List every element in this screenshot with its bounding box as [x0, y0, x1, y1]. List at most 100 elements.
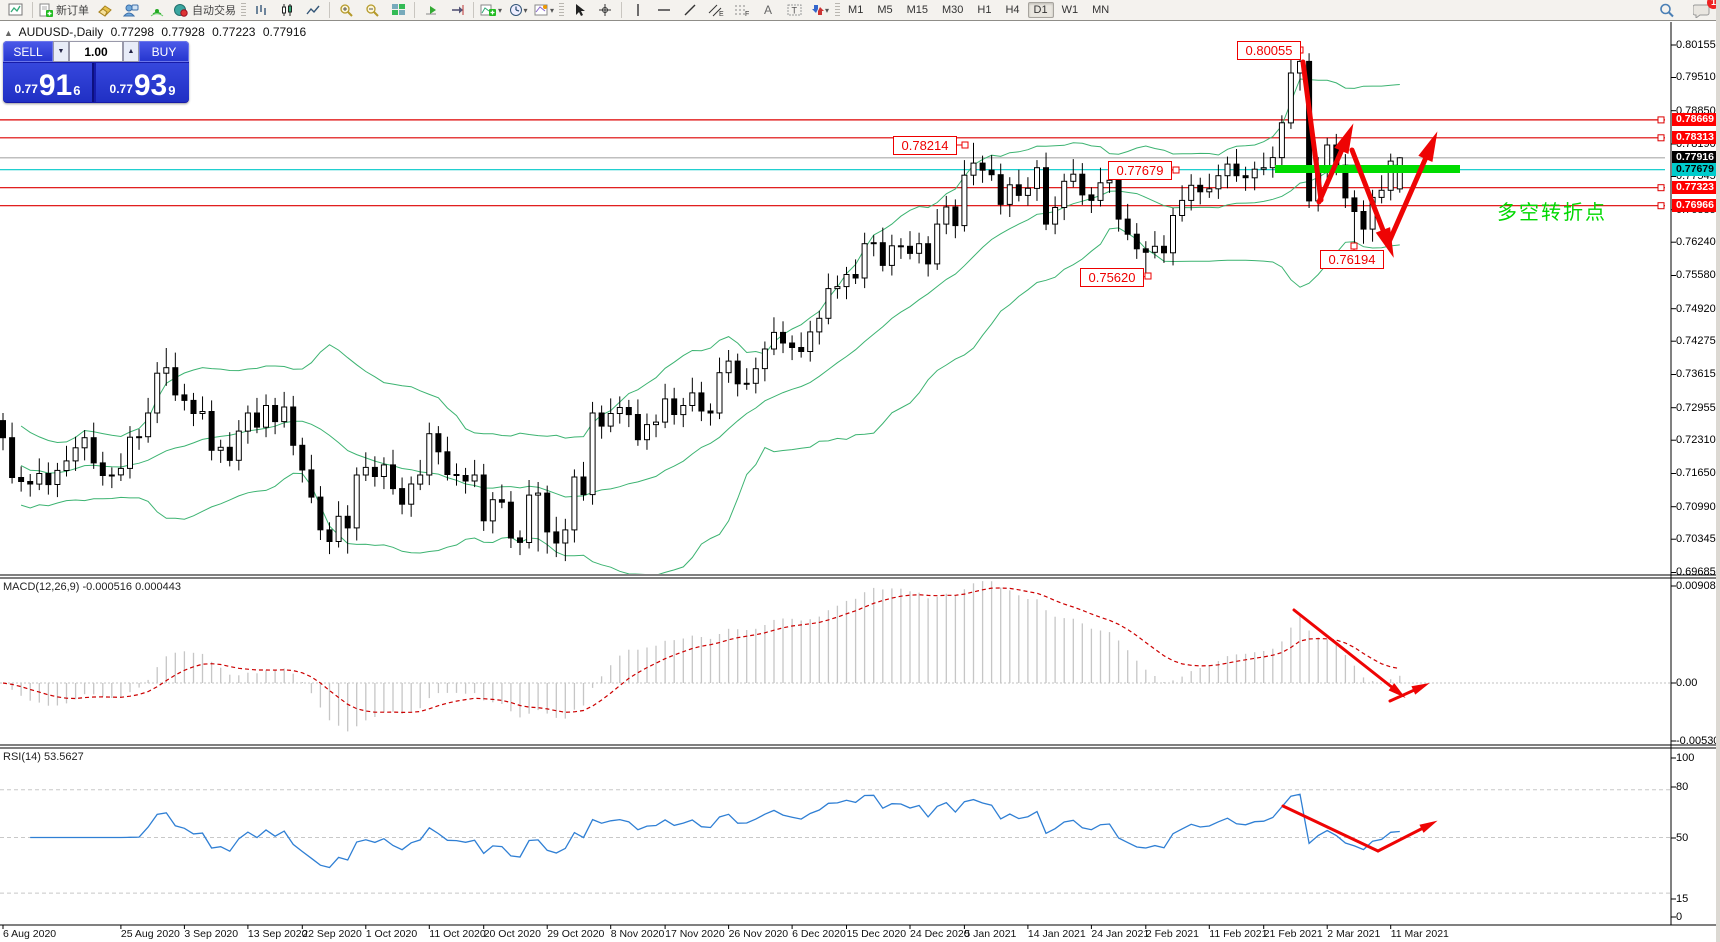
price-callout-label[interactable]: 0.77679	[1108, 161, 1172, 180]
cursor-tool-icon[interactable]	[566, 0, 592, 20]
time-axis-label: 24 Jan 2021	[1091, 928, 1150, 940]
zoom-out-icon[interactable]	[359, 0, 385, 20]
svg-text:T: T	[791, 6, 797, 16]
quote-open: 0.77298	[110, 25, 155, 39]
vertical-line-tool-icon[interactable]	[625, 0, 651, 20]
price-axis-tick: 0.70345	[1676, 533, 1716, 546]
indicators-menu-button[interactable]: ▾	[477, 0, 505, 20]
time-axis-label: 29 Oct 2020	[547, 928, 605, 940]
time-axis-label: 17 Nov 2020	[665, 928, 725, 940]
quote-close: 0.77916	[262, 25, 307, 39]
quote-high: 0.77928	[161, 25, 205, 39]
price-level-tag: 0.76966	[1672, 199, 1718, 213]
periods-menu-button[interactable]: ▾	[505, 0, 531, 20]
toolbar: 新订单 自动交易	[0, 0, 1720, 21]
rsi-axis-tick: 80	[1676, 781, 1689, 793]
price-level-tag: 0.78313	[1672, 131, 1718, 145]
price-axis-tick: 0.74275	[1676, 335, 1716, 348]
rsi-indicator-label: RSI(14) 53.5627	[3, 751, 84, 763]
timeframe-d1[interactable]: D1	[1027, 2, 1054, 18]
volume-input[interactable]: 1.00	[69, 41, 123, 62]
time-axis-label: 14 Jan 2021	[1027, 928, 1086, 940]
timeframe-h4[interactable]: H4	[1005, 4, 1020, 16]
sell-price-sup: 6	[73, 83, 81, 98]
one-click-trading-panel: SELL ▼ 1.00 ▲ BUY 0.77 91 6 0.77 93 9	[3, 41, 189, 103]
text-label-tool-icon[interactable]: T	[781, 0, 807, 20]
time-axis-label: 6 Aug 2020	[3, 928, 57, 940]
market-watch-icon[interactable]	[3, 0, 29, 20]
horizontal-line-tool-icon[interactable]	[651, 0, 677, 20]
chart-quote-line: ▲ AUDUSD-,Daily 0.77298 0.77928 0.77223 …	[4, 25, 310, 39]
price-callout-label[interactable]: 0.75620	[1080, 268, 1144, 287]
rsi-axis-tick: 15	[1676, 893, 1689, 905]
price-axis-tick: 0.71650	[1676, 467, 1716, 480]
buy-price-display[interactable]: 0.77 93 9	[96, 63, 189, 102]
timeframe-w1[interactable]: W1	[1061, 4, 1079, 16]
time-axis-label: 25 Aug 2020	[120, 928, 180, 940]
templates-menu-button[interactable]: ▾	[531, 0, 557, 20]
macd-indicator-label: MACD(12,26,9) -0.000516 0.000443	[3, 581, 181, 593]
rsi-axis-tick: 50	[1676, 832, 1689, 844]
zoom-in-icon[interactable]	[333, 0, 359, 20]
macd-axis-tick: 0.009081	[1676, 580, 1720, 592]
bar-chart-mode-icon[interactable]	[248, 0, 274, 20]
buy-price-sup: 9	[168, 83, 176, 98]
buy-price-big: 93	[133, 69, 168, 102]
price-axis-tick: 0.76240	[1676, 236, 1716, 249]
quote-low: 0.77223	[212, 25, 256, 39]
timeframe-mn[interactable]: MN	[1092, 4, 1110, 16]
price-axis-tick: 0.72955	[1676, 401, 1716, 414]
time-axis-label: 8 Nov 2020	[610, 928, 665, 940]
buy-button[interactable]: BUY	[139, 41, 189, 62]
tile-windows-icon[interactable]	[385, 0, 411, 20]
search-icon[interactable]	[1654, 0, 1680, 20]
candlestick-mode-icon[interactable]	[274, 0, 300, 20]
price-callout-label[interactable]: 0.78214	[893, 136, 957, 155]
svg-text:F: F	[745, 11, 749, 17]
time-axis-label: 11 Oct 2020	[429, 928, 486, 940]
time-axis-label: 20 Oct 2020	[483, 928, 541, 940]
macd-axis-tick: 0.00	[1676, 677, 1698, 689]
time-axis-label: 6 Dec 2020	[792, 928, 846, 940]
crosshair-tool-icon[interactable]	[592, 0, 618, 20]
line-chart-mode-icon[interactable]	[300, 0, 326, 20]
mql5-community-icon[interactable]	[118, 0, 144, 20]
timeframe-m30[interactable]: M30	[942, 4, 964, 16]
timeframe-m1[interactable]: M1	[848, 4, 864, 16]
volume-decrease-button[interactable]: ▼	[53, 41, 69, 62]
auto-scroll-icon[interactable]	[418, 0, 444, 20]
volume-increase-button[interactable]: ▲	[123, 41, 139, 62]
new-order-button[interactable]: 新订单	[36, 0, 92, 20]
sell-button[interactable]: SELL	[3, 41, 53, 62]
price-axis-tick: 0.80155	[1676, 39, 1716, 51]
time-axis-label: 24 Dec 2020	[910, 928, 970, 940]
arrows-tool-button[interactable]: ▾	[807, 0, 833, 20]
autotrading-button[interactable]: 自动交易	[170, 0, 239, 20]
collapse-triangle-icon[interactable]: ▲	[4, 28, 13, 38]
price-axis-tick: 0.69685	[1676, 566, 1716, 579]
timeframe-group: M1 M5 M15 M30 H1 H4 D1 W1 MN	[842, 2, 1115, 18]
equidistant-channel-tool-icon[interactable]: E	[703, 0, 729, 20]
timeframe-m15[interactable]: M15	[906, 4, 928, 16]
svg-text:E: E	[719, 11, 724, 17]
trendline-tool-icon[interactable]	[677, 0, 703, 20]
signals-icon[interactable]	[144, 0, 170, 20]
symbol-period: AUDUSD-,Daily	[18, 25, 104, 39]
sell-price-display[interactable]: 0.77 91 6	[3, 63, 94, 102]
timeframe-m5[interactable]: M5	[877, 4, 893, 16]
chart-shift-icon[interactable]	[444, 0, 470, 20]
price-axis-tick: 0.79510	[1676, 71, 1716, 84]
price-axis-tick: 0.72310	[1676, 434, 1716, 447]
timeframe-h1[interactable]: H1	[977, 4, 992, 16]
time-axis-label: 5 Jan 2021	[964, 928, 1017, 940]
fibonacci-tool-icon[interactable]: F	[729, 0, 755, 20]
text-tool-icon[interactable]: A	[764, 3, 773, 17]
chart-eraser-icon[interactable]	[92, 0, 118, 20]
time-axis-label: 15 Dec 2020	[846, 928, 907, 940]
notifications-chat-icon[interactable]: 1	[1688, 0, 1720, 20]
bull-bear-turning-point-note: 多空转折点	[1497, 202, 1607, 224]
price-callout-label[interactable]: 0.76194	[1320, 250, 1384, 269]
time-axis-label: 2 Mar 2021	[1327, 928, 1381, 940]
price-callout-label[interactable]: 0.80055	[1237, 41, 1301, 60]
